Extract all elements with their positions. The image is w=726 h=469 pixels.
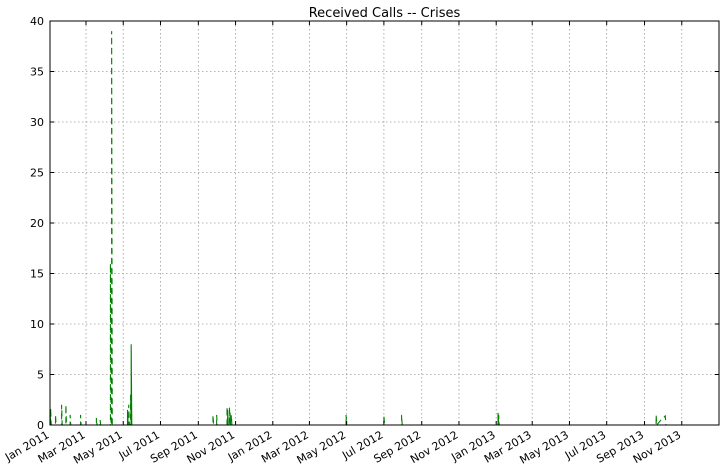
series-solid-line [49,344,719,426]
y-tick-label: 10 [30,318,44,331]
grid-layer [50,21,719,425]
y-tick-label: 20 [30,217,44,230]
y-tick-label: 0 [37,419,44,432]
y-tick-label: 5 [37,369,44,382]
y-tick-label: 40 [30,15,44,28]
chart-title: Received Calls -- Crises [309,6,461,21]
y-tick-label: 35 [30,66,44,79]
y-tick-label: 25 [30,167,44,180]
series-dashed-line [50,31,719,427]
y-tick-label: 15 [30,268,44,281]
y-tick-label: 30 [30,116,44,129]
